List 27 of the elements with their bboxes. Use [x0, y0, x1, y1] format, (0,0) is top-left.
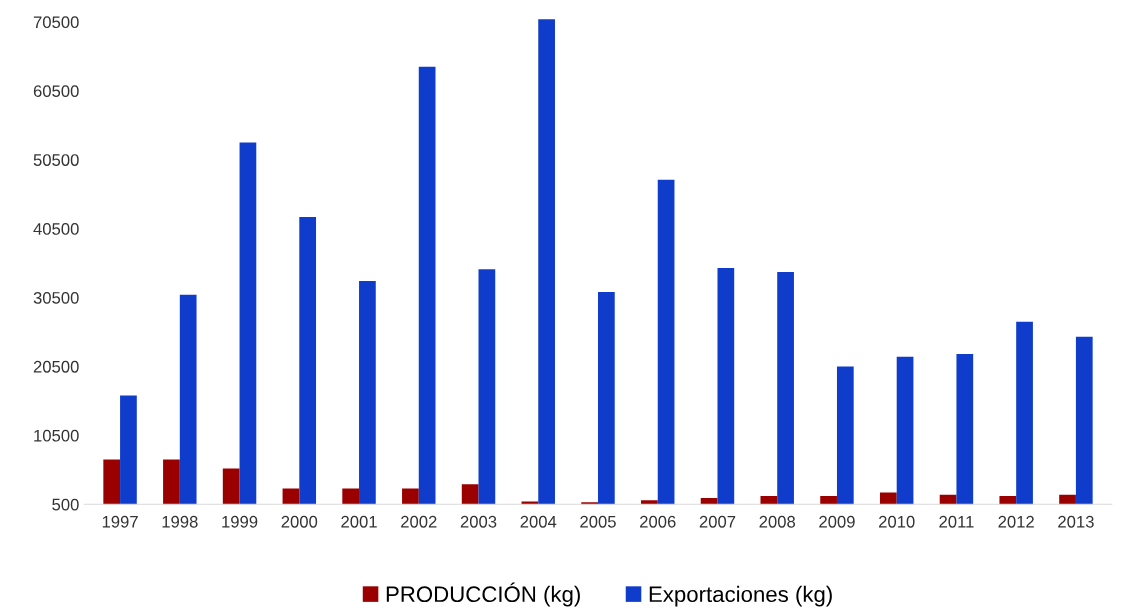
y-tick-label: 50500	[33, 154, 79, 166]
x-tick-label: 2004	[520, 515, 557, 528]
x-tick-label: 2012	[998, 515, 1034, 528]
x-tick-label: 2002	[401, 515, 437, 528]
x-tick-label: 2006	[640, 515, 676, 528]
x-tick-label: 2011	[939, 515, 974, 528]
y-tick-label: 70500	[33, 16, 79, 29]
x-tick-label: 1999	[222, 515, 258, 528]
y-tick-label: 500	[52, 498, 79, 511]
y-tick-label: 60500	[33, 85, 79, 98]
y-tick-label: 40500	[33, 223, 79, 235]
x-tick-label: 2008	[759, 515, 796, 528]
legend-label: Exportaciones (kg)	[649, 585, 832, 607]
legend-label: PRODUCCIÓN (kg)	[386, 582, 580, 607]
x-tick-label: 2000	[281, 515, 318, 528]
x-tick-label: 2003	[460, 515, 497, 528]
y-tick-label: 10500	[34, 429, 79, 442]
y-tick-label: 30500	[33, 291, 79, 304]
y-tick-label: 20500	[33, 360, 79, 373]
x-tick-label: 2005	[580, 515, 616, 528]
x-tick-label: 1997	[102, 515, 138, 528]
x-tick-label: 2007	[699, 515, 736, 528]
x-tick-label: 1998	[162, 515, 198, 528]
x-tick-label: 2009	[819, 515, 855, 528]
x-tick-label: 2013	[1058, 515, 1094, 528]
x-tick-label: 2010	[879, 515, 915, 528]
x-tick-label: 2001	[341, 515, 377, 528]
